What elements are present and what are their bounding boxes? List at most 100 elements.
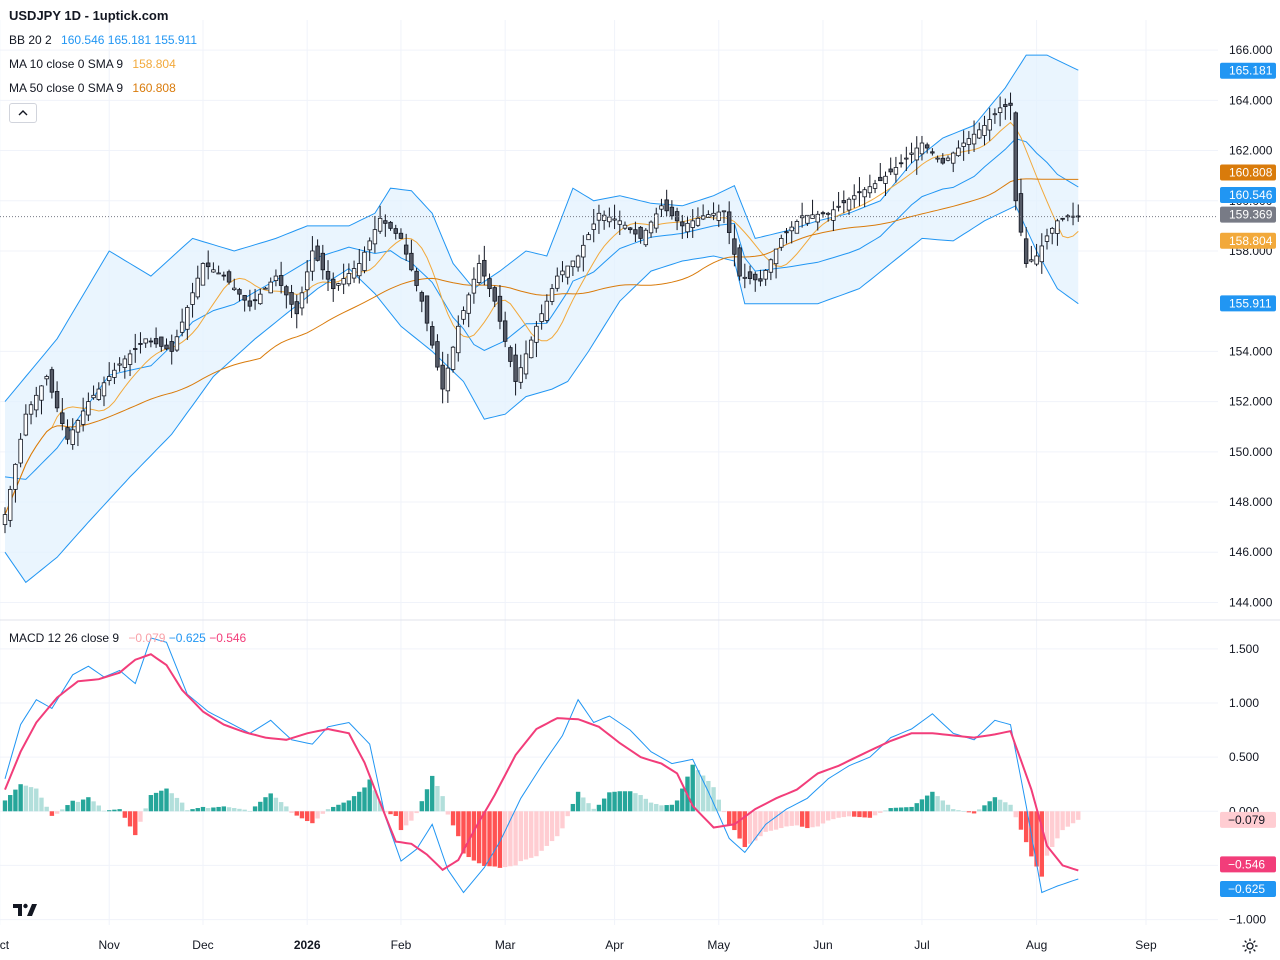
price-label-bg <box>1220 62 1276 79</box>
histogram-bar <box>409 811 414 821</box>
histogram-bar <box>367 779 372 812</box>
macd-histogram <box>2 764 1081 877</box>
price-tick-label: 166.000 <box>1229 43 1273 57</box>
macd-price-label: −0.546 <box>1228 857 1265 871</box>
histogram-bar <box>138 811 143 822</box>
candle-body <box>1034 255 1039 265</box>
candle-body <box>200 263 206 286</box>
histogram-bar <box>518 811 523 862</box>
gridlines <box>0 20 1280 925</box>
time-axis[interactable]: Oct Nov Dec 2026 Feb Mar Apr May Jun Jul Aug Sep <box>0 938 1157 952</box>
histogram-bar <box>773 811 779 830</box>
candle-body <box>789 226 794 232</box>
bb-lower-value: 155.911 <box>154 33 198 47</box>
candle-body <box>721 210 727 213</box>
ma50-line <box>4 178 1079 515</box>
candle-body <box>549 288 555 302</box>
candle-body <box>39 385 44 401</box>
price-axis[interactable]: 166.000164.000162.000160.000158.000154.0… <box>1229 43 1273 926</box>
histogram-bar <box>997 799 1003 812</box>
candle-body <box>794 221 800 234</box>
candle-body <box>893 167 899 175</box>
bb-basis-value: 160.546 <box>61 33 105 47</box>
histogram-bar <box>200 806 206 812</box>
candle-body <box>529 339 534 359</box>
histogram-bar <box>461 811 466 854</box>
candle-body <box>18 438 23 464</box>
histogram-bar <box>555 811 560 837</box>
candle-body <box>534 325 539 343</box>
candle-body <box>711 212 716 216</box>
candle-body <box>700 215 706 220</box>
candle-body <box>367 240 372 251</box>
histogram-bar <box>794 811 800 826</box>
candle-body <box>258 293 263 305</box>
ma50-label: MA 50 close 0 SMA 9 <box>9 81 124 95</box>
candle-body <box>263 287 268 290</box>
histogram-bar <box>195 808 200 812</box>
candle-body <box>867 186 873 194</box>
gear-icon[interactable] <box>1241 937 1259 955</box>
histogram-bar <box>294 811 299 816</box>
candle-body <box>742 276 748 279</box>
histogram-bar <box>680 788 685 812</box>
candle-body <box>924 144 930 149</box>
price-label-bg <box>1220 164 1276 181</box>
candle-body <box>424 295 430 324</box>
bb-legend[interactable]: BB 20 2 160.546 165.181 155.911 <box>9 33 197 47</box>
histogram-bar <box>1076 811 1081 820</box>
candle-body <box>1023 238 1029 264</box>
price-label-bg <box>1220 232 1276 249</box>
candle-body <box>471 278 477 294</box>
candle-body <box>992 113 998 116</box>
candle-body <box>888 168 893 173</box>
candle-body <box>393 228 398 234</box>
candlesticks[interactable] <box>0 92 1218 534</box>
candle-body <box>628 227 633 231</box>
candle-body <box>28 404 34 415</box>
ma10-legend[interactable]: MA 10 close 0 SMA 9 158.804 <box>9 57 176 71</box>
histogram-bar <box>987 801 992 812</box>
histogram-bar <box>388 811 393 815</box>
histogram-bar <box>372 790 378 812</box>
candle-body <box>977 129 982 139</box>
histogram-bar <box>211 807 216 812</box>
histogram-bar <box>315 811 320 819</box>
candle-body <box>841 200 847 204</box>
price-tick-label: 146.000 <box>1229 545 1273 559</box>
histogram-bar <box>799 811 805 827</box>
histogram-bar <box>659 805 664 812</box>
histogram-bar <box>674 800 680 812</box>
candle-body <box>773 248 779 265</box>
tradingview-logo-icon[interactable] <box>12 900 38 920</box>
candle-body <box>107 376 112 381</box>
candle-body <box>539 313 544 322</box>
histogram-bar <box>862 811 867 818</box>
collapse-legend-button[interactable] <box>9 103 37 123</box>
candle-body <box>86 401 91 416</box>
candle-body <box>211 269 216 273</box>
histogram-bar <box>893 807 899 812</box>
histogram-bar <box>341 802 346 812</box>
candle-body <box>195 277 200 298</box>
ma50-legend[interactable]: MA 50 close 0 SMA 9 160.808 <box>9 81 176 95</box>
candle-body <box>127 353 133 365</box>
logo-glyph <box>13 903 37 916</box>
candle-body <box>320 252 326 271</box>
histogram-bar <box>810 811 815 828</box>
title-text: USDJPY 1D - 1uptick.com <box>9 8 169 23</box>
candle-body <box>346 273 352 285</box>
macd-legend[interactable]: MACD 12 26 close 9 −0.079 −0.625 −0.546 <box>9 631 246 645</box>
candle-body <box>753 273 758 281</box>
histogram-bar <box>456 811 461 837</box>
candle-body <box>706 214 711 218</box>
candle-body <box>784 231 789 234</box>
candle-body <box>362 251 367 271</box>
candle-body <box>304 271 310 291</box>
candle-body <box>91 394 96 399</box>
histogram-bar <box>28 787 34 812</box>
bb-lower-line <box>4 205 1079 584</box>
histogram-bar <box>310 811 315 824</box>
macd-tick-label: 1.500 <box>1229 642 1259 656</box>
